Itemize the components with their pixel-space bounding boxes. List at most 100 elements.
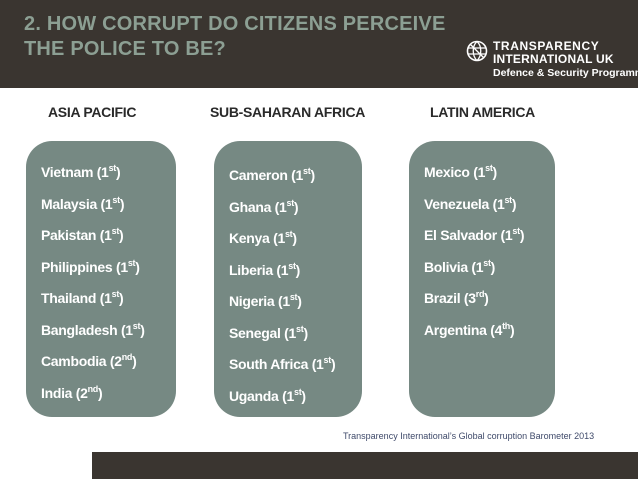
rank-close: ) — [135, 258, 140, 275]
country-item: India (2nd) — [41, 383, 103, 401]
rank-close: ) — [509, 321, 515, 338]
country-item: Venezuela (1st) — [424, 194, 517, 212]
page-title-line1: 2. HOW CORRUPT DO CITIZENS PERCEIVE — [24, 13, 446, 35]
country-name: Mexico (1 — [424, 164, 486, 180]
country-name: Cambodia (2 — [41, 353, 122, 369]
country-item: Mexico (1st) — [424, 163, 498, 181]
rank-suffix: rd — [475, 289, 485, 299]
country-item: Cameron (1st) — [229, 166, 315, 184]
rank-suffix: st — [111, 289, 120, 299]
heading-latin-america: LATIN AMERICA — [430, 104, 535, 120]
rank-suffix: nd — [121, 352, 133, 362]
country-name: Liberia (1 — [229, 261, 289, 278]
country-item: Malaysia (1st) — [41, 194, 125, 212]
page-title: 2. HOW CORRUPT DO CITIZENS PERCEIVE THE … — [24, 12, 464, 62]
rank-suffix: st — [296, 323, 304, 334]
rank-suffix: st — [504, 194, 512, 205]
country-name: Argentina (4 — [424, 321, 503, 338]
rank-close: ) — [132, 353, 137, 369]
globe-icon — [466, 40, 488, 62]
rank-close: ) — [293, 198, 299, 215]
country-item: Philippines (1st) — [41, 258, 140, 275]
rank-close: ) — [119, 290, 124, 306]
country-name: Vietnam (1 — [41, 164, 109, 180]
rank-close: ) — [98, 384, 103, 401]
country-item: Vietnam (1st) — [41, 163, 121, 181]
country-item: Cambodia (2nd) — [41, 352, 137, 370]
rank-suffix: st — [303, 166, 311, 176]
country-box-asia-pacific — [26, 141, 176, 417]
source-citation: Transparency International’s Global corr… — [343, 431, 595, 441]
country-name: Nigeria (1 — [229, 293, 290, 309]
country-name: Venezuela (1 — [424, 195, 505, 212]
country-item: Bangladesh (1st) — [41, 320, 145, 338]
transparency-international-logo: TRANSPARENCY INTERNATIONAL UK Defence & … — [466, 38, 638, 82]
rank-suffix: st — [485, 163, 493, 173]
rank-suffix: st — [483, 257, 491, 268]
header-bar: 2. HOW CORRUPT DO CITIZENS PERCEIVE THE … — [0, 0, 638, 88]
country-name: Philippines (1 — [41, 258, 128, 275]
country-name: South Africa (1 — [229, 356, 324, 372]
rank-suffix: nd — [87, 383, 99, 394]
country-name: Kenya (1 — [229, 230, 285, 246]
rank-close: ) — [295, 261, 301, 278]
rank-suffix: st — [112, 194, 120, 205]
rank-close: ) — [492, 164, 498, 180]
rank-suffix: st — [323, 355, 332, 365]
rank-close: ) — [292, 230, 297, 246]
rank-close: ) — [519, 227, 525, 243]
rank-suffix: st — [293, 386, 302, 397]
rank-close: ) — [297, 293, 302, 309]
rank-close: ) — [484, 290, 489, 306]
country-item: Thailand (1st) — [41, 289, 124, 307]
rank-close: ) — [330, 356, 336, 372]
rank-suffix: st — [286, 197, 295, 208]
rank-suffix: st — [284, 229, 293, 239]
country-item: Kenya (1st) — [229, 229, 297, 247]
country-name: Bolivia (1 — [424, 258, 484, 275]
country-item: El Salvador (1st) — [424, 226, 525, 244]
country-name: Bangladesh (1 — [41, 321, 133, 338]
country-name: Uganda (1 — [229, 387, 294, 404]
country-item: South Africa (1st) — [229, 355, 336, 373]
heading-asia-pacific: ASIA PACIFIC — [48, 104, 137, 120]
rank-suffix: st — [111, 226, 120, 236]
rank-close: ) — [301, 387, 306, 404]
country-name: Thailand (1 — [41, 290, 112, 306]
rank-close: ) — [140, 321, 145, 338]
rank-suffix: st — [108, 163, 117, 173]
country-item: Senegal (1st) — [229, 323, 308, 341]
rank-suffix: st — [512, 226, 520, 236]
country-name: Cameron (1 — [229, 167, 304, 183]
country-name: India (2 — [41, 384, 88, 401]
rank-suffix: st — [289, 292, 298, 302]
page-title-line2: THE POLICE TO BE? — [24, 38, 226, 60]
country-item: Argentina (4th) — [424, 320, 515, 338]
country-name: Brazil (3 — [424, 290, 476, 306]
country-item: Liberia (1st) — [229, 261, 301, 278]
country-item: Brazil (3rd) — [424, 289, 489, 307]
country-box-sub-saharan-africa — [214, 141, 362, 417]
country-item: Ghana (1st) — [229, 197, 299, 215]
country-item: Nigeria (1st) — [229, 292, 302, 310]
country-name: Pakistan (1 — [41, 227, 112, 243]
country-name: Ghana (1 — [229, 198, 287, 215]
rank-close: ) — [310, 167, 315, 183]
rank-close: ) — [115, 164, 121, 180]
logo-text-line1: TRANSPARENCY — [493, 39, 600, 53]
rank-close: ) — [490, 258, 496, 275]
rank-close: ) — [119, 227, 124, 243]
footer-bar — [92, 452, 638, 479]
country-item: Uganda (1st) — [229, 386, 306, 404]
logo-text-line3: Defence & Security Programme — [493, 67, 638, 79]
country-item: Bolivia (1st) — [424, 257, 496, 275]
country-name: El Salvador (1 — [424, 227, 513, 243]
country-item: Pakistan (1st) — [41, 226, 124, 244]
rank-suffix: st — [132, 320, 141, 331]
rank-suffix: th — [502, 320, 510, 331]
rank-close: ) — [119, 195, 125, 212]
country-box-latin-america — [409, 141, 555, 417]
country-name: Malaysia (1 — [41, 195, 113, 212]
logo-text-line2: INTERNATIONAL UK — [493, 52, 614, 66]
rank-close: ) — [511, 195, 517, 212]
